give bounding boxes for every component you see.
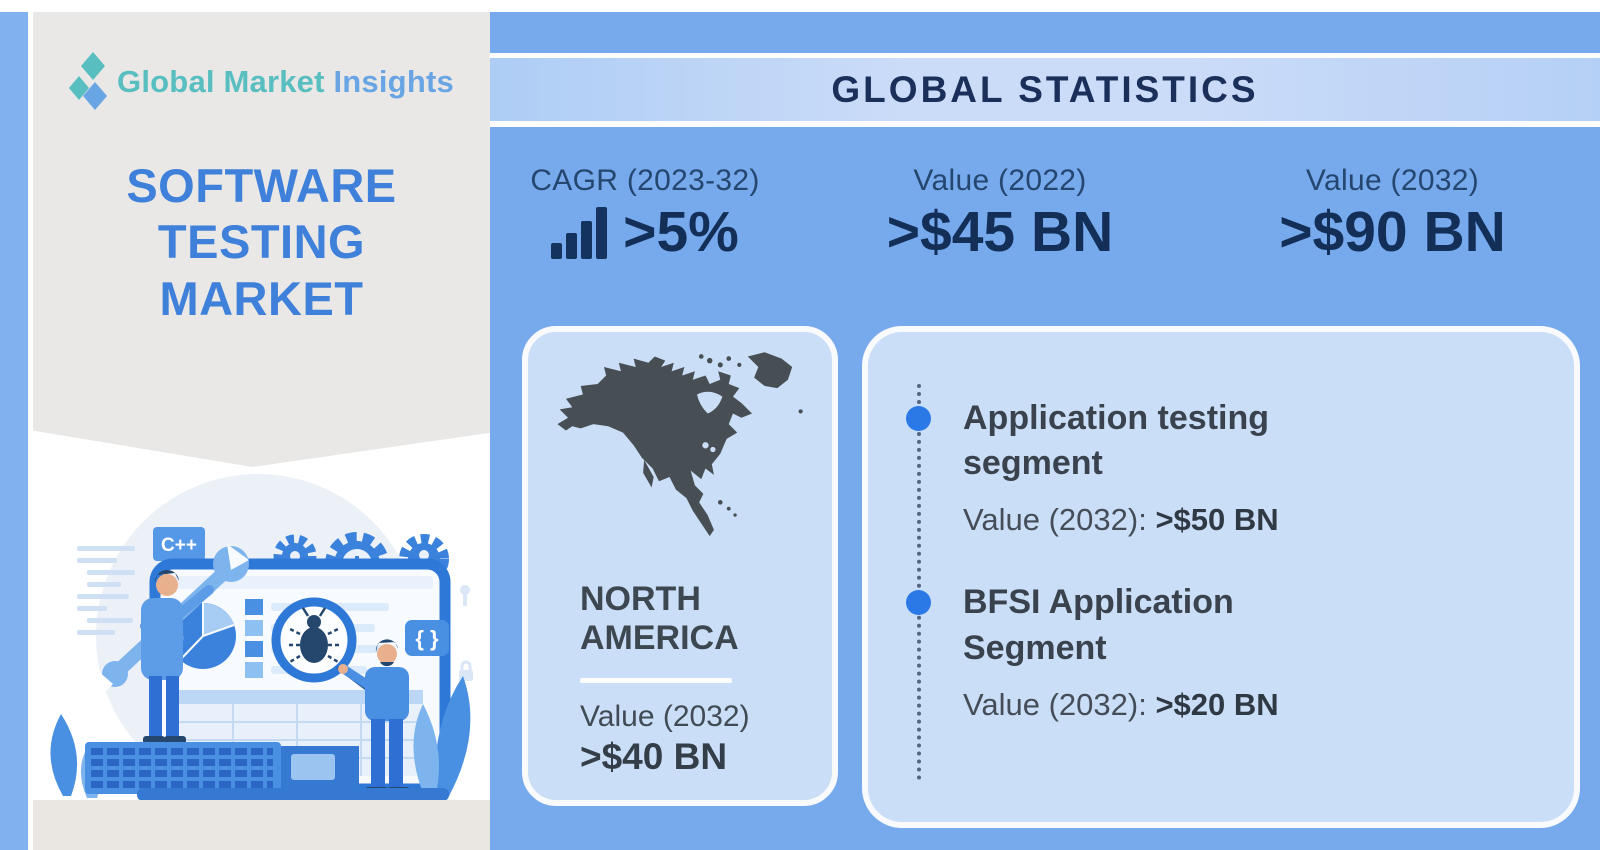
bullet-icon [906, 590, 931, 616]
report-title: SOFTWARE TESTING MARKET [33, 158, 490, 327]
report-title-line-3: MARKET [159, 271, 364, 325]
pie-chart-icon [170, 603, 236, 669]
segment-value-label: Value (2032): [963, 686, 1147, 722]
stat-2032-value: >$90 BN [1279, 200, 1506, 264]
segment-value-label: Value (2032): [963, 502, 1147, 538]
region-name-line-2: AMERICA [580, 619, 739, 658]
brand-name-secondary: Insights [333, 64, 454, 99]
segments-list: Application testing segment Value (2032)… [868, 332, 1574, 723]
stat-2022-label: Value (2022) [913, 164, 1087, 197]
code-braces-badge: { } [405, 620, 449, 656]
segment-title: Application testing segment [963, 396, 1544, 486]
stat-2032-label: Value (2032) [1305, 164, 1480, 197]
north-america-card: NORTH AMERICA Value (2032) >$40 BN [522, 326, 838, 806]
software-testing-illustration: C++ [50, 474, 473, 801]
tester-left-figure [97, 544, 249, 744]
report-title-line-2: TESTING [157, 215, 366, 269]
report-title-line-1: SOFTWARE [126, 159, 397, 212]
global-statistics-header: GLOBAL STATISTICS [490, 53, 1600, 127]
region-name-line-1: NORTH [580, 580, 701, 618]
segment-title-line-1: BFSI Application [963, 583, 1234, 622]
region-value-label: Value (2032) [580, 700, 750, 733]
dotted-timeline [917, 384, 921, 780]
segment-title: BFSI Application Segment [963, 580, 1544, 670]
segment-value: Value (2032): >$20 BN [963, 687, 1544, 723]
region-value: >$40 BN [580, 736, 728, 777]
stat-cagr-label: CAGR (2023-32) [530, 164, 760, 197]
cpp-code-box: C++ [153, 527, 205, 561]
north-america-map [557, 352, 803, 537]
region-divider [580, 678, 732, 683]
segment-value-number: >$50 BN [1155, 502, 1279, 538]
segment-item-application-testing: Application testing segment Value (2032)… [906, 396, 1544, 538]
stat-value-2022: Value (2022) >$45 BN [845, 164, 1155, 261]
segment-title-line-2: segment [963, 444, 1103, 483]
brand-logo: Global Market Insights [33, 50, 490, 114]
brand-title-block: Global Market Insights SOFTWARE TESTING … [33, 12, 490, 467]
statistics-panel: GLOBAL STATISTICS CAGR (2023-32) >5% Val… [490, 12, 1600, 850]
bug-magnifier-icon [271, 597, 357, 683]
stat-cagr: CAGR (2023-32) >5% [500, 164, 790, 261]
segment-value-number: >$20 BN [1155, 686, 1279, 722]
segment-title-line-1: Application testing [963, 399, 1269, 437]
stat-2022-value: >$45 BN [886, 200, 1114, 264]
brand-name-primary: Global Market [117, 64, 325, 99]
tester-right-figure [337, 639, 410, 795]
segment-value: Value (2032): >$50 BN [963, 502, 1544, 538]
bar-chart-icon [551, 207, 608, 259]
side-icons-decoration [459, 585, 473, 681]
left-accent-bar [0, 12, 28, 850]
svg-text:C++: C++ [161, 535, 197, 556]
plant-right [413, 676, 471, 798]
segment-title-line-2: Segment [963, 628, 1107, 667]
laptop-base [137, 788, 449, 801]
bullet-icon [906, 406, 931, 431]
left-panel: Global Market Insights SOFTWARE TESTING … [28, 12, 490, 850]
region-name: NORTH AMERICA [580, 580, 739, 658]
keyboard-icon [85, 742, 359, 794]
stat-value-2032: Value (2032) >$90 BN [1240, 164, 1545, 261]
gmi-diamond-logo-icon [69, 52, 108, 110]
code-lines-decoration [77, 546, 135, 635]
segments-card: Application testing segment Value (2032)… [862, 326, 1580, 828]
svg-text:{ }: { } [415, 626, 439, 651]
segment-item-bfsi: BFSI Application Segment Value (2032): >… [906, 580, 1544, 723]
global-statistics-title: GLOBAL STATISTICS [831, 68, 1259, 110]
brand-logo-text: Global Market Insights [117, 64, 454, 100]
stat-cagr-value: >5% [623, 200, 739, 264]
illustration-floor [33, 800, 490, 850]
